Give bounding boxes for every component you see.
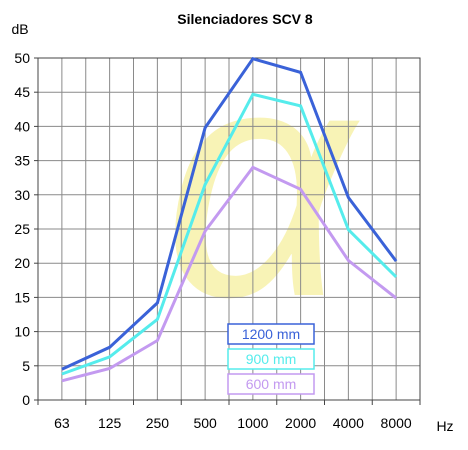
y-tick-label: 15 xyxy=(14,289,30,305)
y-tick-label: 45 xyxy=(14,84,30,100)
series-lines xyxy=(61,56,398,383)
legend-label: 900 mm xyxy=(246,351,297,367)
y-tick-label: 0 xyxy=(22,392,30,408)
y-tick-label: 5 xyxy=(22,358,30,374)
y-tick-label: 50 xyxy=(14,50,30,66)
legend-box xyxy=(227,373,315,395)
series-line-900-mm xyxy=(61,92,398,376)
y-tick-label: 40 xyxy=(14,118,30,134)
y-axis-label: dB xyxy=(11,21,28,37)
x-tick-label: 1000 xyxy=(237,415,268,431)
y-tick-label: 20 xyxy=(14,255,30,271)
legend-box xyxy=(227,323,315,345)
x-tick-label: 4000 xyxy=(333,415,364,431)
y-tick-label: 10 xyxy=(14,324,30,340)
y-tick-label: 30 xyxy=(14,187,30,203)
legend-label: 600 mm xyxy=(246,376,297,392)
y-tick-label: 35 xyxy=(14,153,30,169)
x-tick-label: 63 xyxy=(54,415,70,431)
x-tick-label: 250 xyxy=(146,415,170,431)
legend: 1200 mm 900 mm 600 mm xyxy=(227,323,315,395)
chart-title: Silenciadores SCV 8 xyxy=(177,11,313,27)
legend-box xyxy=(227,348,315,370)
axes: 0 5 10 15 20 25 30 35 40 45 50 63 125 250 500 1000 2000 4… xyxy=(14,50,421,431)
series-line-600-mm xyxy=(61,165,398,383)
x-axis-label: Hz xyxy=(436,418,453,434)
x-tick-label: 8000 xyxy=(381,415,412,431)
x-tick-label: 2000 xyxy=(285,415,316,431)
x-tick-label: 125 xyxy=(98,415,122,431)
series-line-1200-mm xyxy=(61,56,398,371)
legend-label: 1200 mm xyxy=(242,326,300,342)
y-tick-label: 25 xyxy=(14,221,30,237)
x-tick-label: 500 xyxy=(193,415,217,431)
